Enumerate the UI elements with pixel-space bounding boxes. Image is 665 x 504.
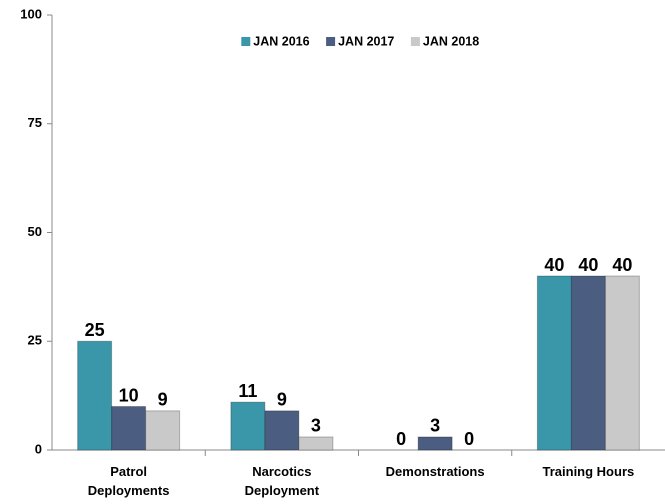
y-tick-label: 75 xyxy=(28,115,42,130)
legend-swatch xyxy=(326,37,336,46)
value-label: 40 xyxy=(578,255,598,275)
legend-swatch xyxy=(410,37,420,46)
value-label: 3 xyxy=(430,416,440,436)
x-tick-label: Patrol Deployments xyxy=(87,464,170,498)
legend-label: JAN 2016 xyxy=(253,34,309,48)
legend-label: JAN 2018 xyxy=(423,34,479,48)
x-tick-label: Training Hours xyxy=(542,464,635,479)
value-label: 9 xyxy=(158,390,168,410)
value-label: 0 xyxy=(464,429,474,449)
y-tick-label: 100 xyxy=(20,6,42,21)
value-label: 9 xyxy=(277,390,287,410)
legend-swatch xyxy=(241,37,251,46)
legend-label: JAN 2017 xyxy=(338,34,394,48)
y-tick-label: 25 xyxy=(28,333,42,348)
value-label: 40 xyxy=(544,255,564,275)
bar xyxy=(111,406,147,451)
value-label: 40 xyxy=(612,255,632,275)
value-label: 3 xyxy=(311,416,321,436)
y-tick-label: 0 xyxy=(35,441,42,456)
y-tick-label: 50 xyxy=(28,224,42,239)
bar xyxy=(570,275,606,451)
value-label: 25 xyxy=(85,320,105,340)
bar xyxy=(298,436,334,451)
bar xyxy=(77,340,113,451)
value-label: 0 xyxy=(396,429,406,449)
x-tick-label: Narcotics Deployment xyxy=(244,464,320,498)
bar xyxy=(145,410,181,451)
value-label: 11 xyxy=(238,381,257,401)
bar xyxy=(264,410,300,451)
bar xyxy=(417,436,453,451)
value-label: 10 xyxy=(119,385,139,405)
bar xyxy=(604,275,640,451)
x-tick-label: Demonstrations xyxy=(385,464,485,479)
bar xyxy=(536,275,572,451)
bar xyxy=(230,401,266,451)
